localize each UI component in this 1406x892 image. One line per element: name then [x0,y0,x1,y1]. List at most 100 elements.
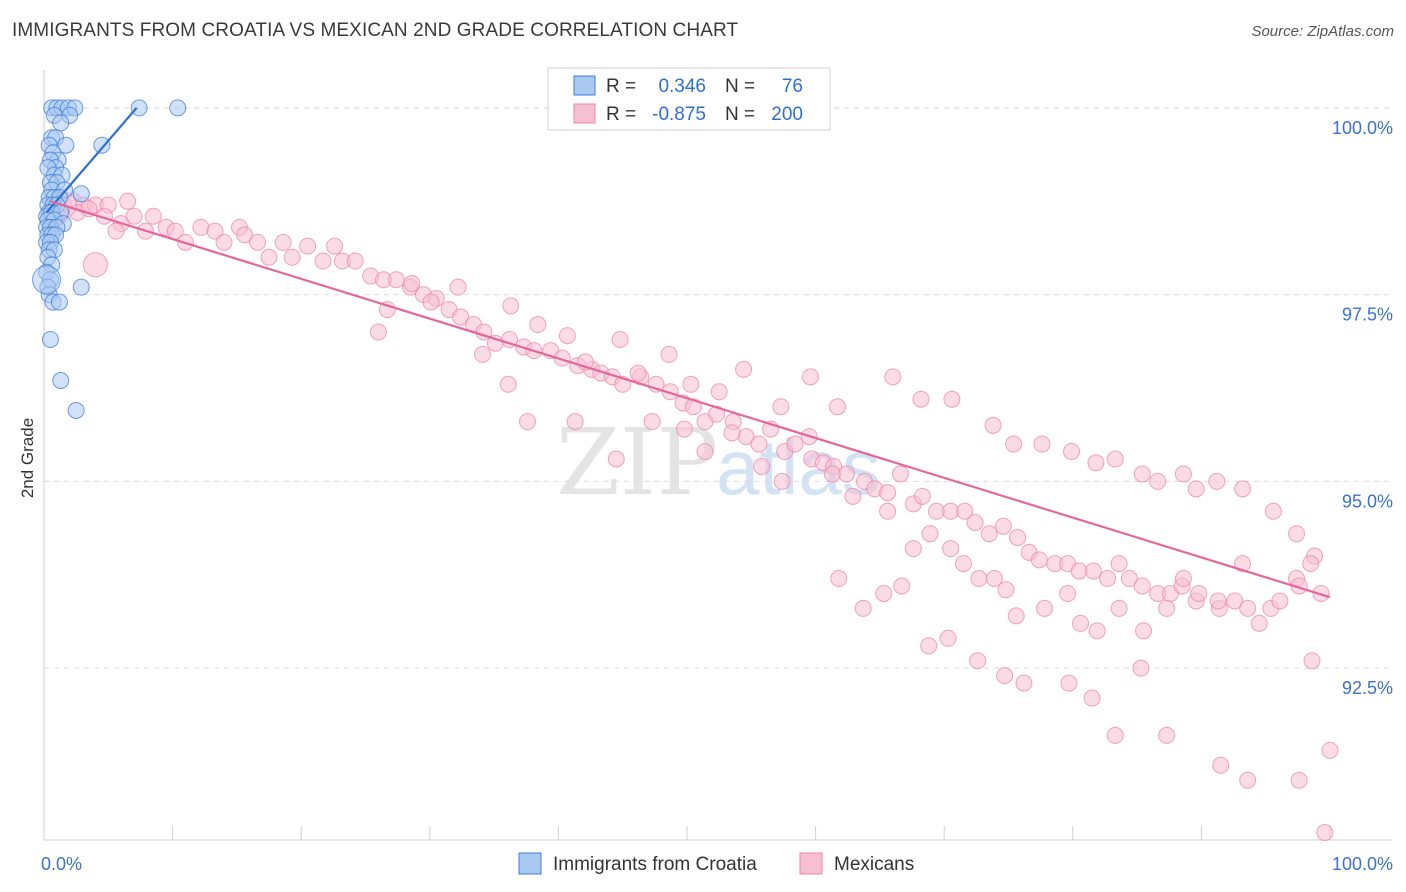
mexican-point [735,360,753,378]
mexican-point [474,345,492,363]
mexican-point [723,424,741,442]
mexican-point [1149,472,1167,490]
mexican-point [452,308,470,326]
croatia-point [57,136,75,154]
mexican-point [107,222,125,240]
top-legend: R = 0.346 N = 76 R = -0.875 N = 200 [547,67,831,131]
mexican-point [1007,607,1025,625]
mexican-point [966,514,984,531]
mexican-point [611,330,629,348]
mexican-point [884,368,902,386]
mexican-point [1063,443,1081,461]
mexican-point [660,345,678,363]
mexican-point [980,525,998,543]
mexican-point [499,375,517,393]
y-tick-label: 95.0% [1342,491,1393,511]
mexican-point [844,487,862,505]
mexican-point [346,252,364,270]
mexican-point [921,525,939,543]
mexican-point [1158,726,1176,744]
mexican-point [1288,525,1306,543]
croatia-point [130,99,148,117]
mexican-point [801,368,819,386]
croatia-trend-line [45,107,138,214]
mexican-point [1059,584,1077,602]
mexican-point [750,435,768,453]
mexican-point [997,581,1015,599]
legend-r-value: -0.875 [652,104,706,125]
mexican-point [1106,450,1124,468]
mexican-point [299,237,317,255]
y-axis-label: 2nd Grade [18,418,37,498]
x-tick-label: 100.0% [1332,854,1393,874]
legend-r-label: R = [606,76,636,97]
mexican-point [502,297,520,315]
mexican-point [1234,555,1252,573]
mexican-point [1033,435,1051,453]
mexican-point [387,271,405,289]
mexican-point [1234,480,1252,498]
mexican-point [326,237,344,255]
mexican-point [248,233,266,251]
croatia-point [50,293,68,311]
croatia-point [169,99,187,117]
croatia-point [41,330,59,348]
mexican-point [1110,599,1128,617]
mexican-point [696,443,714,461]
source-label: Source: ZipAtlas.com [1251,23,1394,40]
mexican-point [684,398,702,416]
mexican-point [449,278,467,296]
mexican-point [854,599,872,617]
mexican-point [682,375,700,393]
mexican-point [1174,465,1192,483]
x-tick-label: 0.0% [41,854,82,874]
legend-r-label: R = [606,104,636,125]
mexican-point [956,502,974,520]
mexican-point [912,390,930,408]
legend-n-value: 76 [782,76,803,97]
legend-n-label: N = [725,104,755,125]
mexican-point [823,465,841,483]
mexican-point [1321,741,1339,759]
mexican-point [1087,454,1105,472]
mexican-point [192,218,210,236]
croatia-point [72,185,90,203]
tick-labels: 100.0% 97.5% 95.0% 92.5% 0.0% 100.0% [41,118,1393,874]
mexican-point [566,413,584,431]
legend-item-croatia: Immigrants from Croatia [553,854,757,875]
mexican-point [984,416,1002,434]
y-tick-label: 100.0% [1332,118,1393,138]
mexican-point [675,420,693,438]
mexican-point [1099,570,1117,588]
mexican-point [1239,771,1257,789]
mexican-point [119,192,137,210]
mexican-point [260,248,278,266]
mexican-point [1174,570,1192,588]
mexican-point [1133,577,1151,595]
mexican-point [1120,570,1138,588]
mexican-point [1187,480,1205,498]
mexican-point [954,555,972,573]
mexican-point [1030,551,1048,569]
mexican-point [1226,592,1244,610]
mexican-point [1135,622,1153,640]
mexican-point [1133,465,1151,483]
mexican-point [942,540,960,558]
mexican-point [422,293,440,311]
mexican-point [970,570,988,588]
mexican-point [1005,435,1023,453]
mexican-point [1110,555,1128,573]
mexican-point [643,413,661,431]
mexicans-points [45,191,1339,842]
mexican-point [969,652,987,670]
mexican-point [753,457,771,475]
mexican-point [1290,771,1308,789]
mexican-point [1070,562,1088,580]
mexican-point [215,233,233,251]
mexican-point [708,405,726,423]
mexican-point [828,398,846,416]
mexican-point [519,413,537,431]
croatia-point [72,278,90,296]
mexican-point [378,301,396,319]
croatia-point [52,114,70,132]
